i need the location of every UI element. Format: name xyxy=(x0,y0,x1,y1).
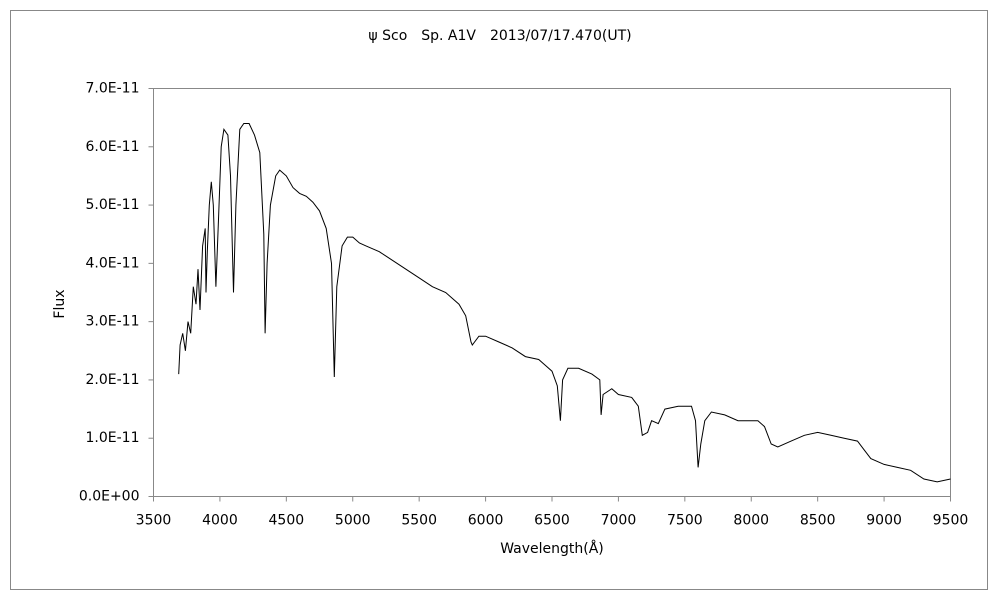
x-tick-label: 8000 xyxy=(733,513,769,529)
x-tick-label: 5000 xyxy=(335,513,371,529)
plot-area xyxy=(153,88,951,497)
x-tick-label: 7500 xyxy=(667,513,703,529)
x-tick-label: 3500 xyxy=(136,513,172,529)
y-tick-label: 2.0E-11 xyxy=(86,372,140,388)
x-tick-label: 5500 xyxy=(401,513,437,529)
y-tick-label: 4.0E-11 xyxy=(86,255,140,271)
x-axis-label: Wavelength(Å) xyxy=(500,540,604,557)
x-tick-label: 8500 xyxy=(800,513,836,529)
y-tick-label: 7.0E-11 xyxy=(86,81,140,97)
x-tick-label: 9500 xyxy=(933,513,969,529)
y-tick-label: 3.0E-11 xyxy=(86,314,140,330)
x-tick-label: 6000 xyxy=(468,513,504,529)
x-tick-label: 7000 xyxy=(601,513,637,529)
chart-title: ψ Sco Sp. A1V 2013/07/17.470(UT) xyxy=(368,28,631,44)
x-tick-label: 6500 xyxy=(534,513,570,529)
y-axis-label: Flux xyxy=(52,289,68,318)
spectrum-line xyxy=(178,123,951,483)
y-tick-label: 5.0E-11 xyxy=(86,197,140,213)
y-tick-label: 1.0E-11 xyxy=(86,430,140,446)
x-tick-label: 9000 xyxy=(866,513,902,529)
y-tick-label: 6.0E-11 xyxy=(86,139,140,155)
y-tick-label: 0.0E+00 xyxy=(79,489,140,505)
x-tick-label: 4500 xyxy=(269,513,305,529)
x-tick-label: 4000 xyxy=(202,513,238,529)
